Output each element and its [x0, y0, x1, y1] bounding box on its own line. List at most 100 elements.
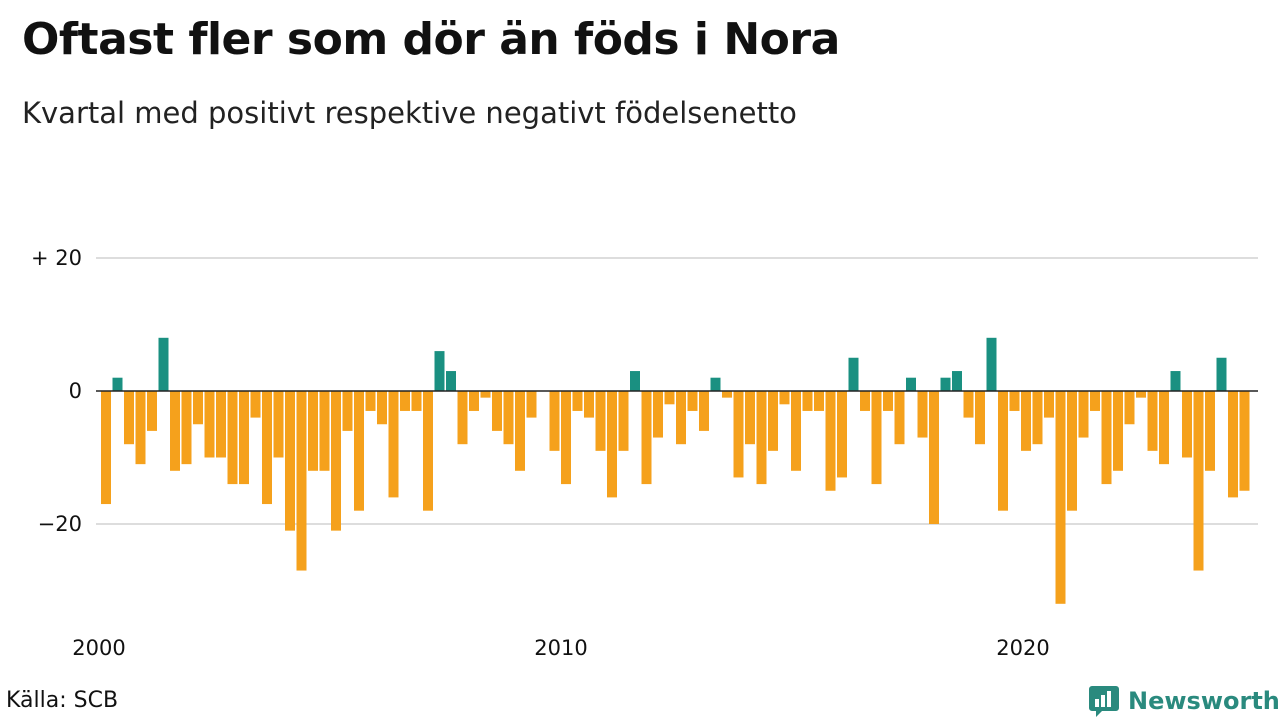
- bar-negative: [975, 391, 985, 445]
- bar-negative: [342, 391, 353, 431]
- bar-negative: [273, 391, 284, 458]
- bar-negative: [503, 391, 514, 445]
- bars-layer: [101, 337, 1250, 604]
- bar-negative: [733, 391, 744, 478]
- bar-negative: [802, 391, 813, 411]
- y-axis-labels: + 20 0 −20: [31, 246, 82, 536]
- bar-negative: [664, 391, 675, 405]
- bar-negative: [331, 391, 341, 531]
- bar-negative: [296, 391, 307, 571]
- bar-negative: [124, 391, 134, 445]
- brand-name: Newsworthy: [1128, 687, 1280, 715]
- bar-negative: [1124, 391, 1135, 425]
- bar-positive: [952, 371, 962, 391]
- bar-negative: [457, 391, 468, 445]
- bar-negative: [1021, 391, 1031, 451]
- bar-negative: [641, 391, 652, 485]
- bar-negative: [722, 391, 732, 398]
- bar-positive: [112, 377, 123, 391]
- bar-negative: [1101, 391, 1112, 485]
- bar-negative: [1159, 391, 1169, 465]
- bar-negative: [515, 391, 525, 471]
- bar-negative: [1182, 391, 1192, 458]
- bar-negative: [308, 391, 318, 471]
- bar-negative: [1205, 391, 1215, 471]
- bar-negative: [1067, 391, 1077, 511]
- bar-negative: [871, 391, 882, 485]
- bar-negative: [411, 391, 422, 411]
- bar-negative: [929, 391, 939, 524]
- bar-negative: [768, 391, 778, 451]
- bar-negative: [584, 391, 594, 418]
- bar-negative: [998, 391, 1008, 511]
- bar-negative: [101, 391, 111, 505]
- bar-negative: [1009, 391, 1020, 411]
- bar-negative: [526, 391, 537, 418]
- bar-positive: [940, 377, 951, 391]
- bar-negative: [607, 391, 617, 498]
- bar-negative: [135, 391, 146, 465]
- bar-negative: [561, 391, 571, 485]
- bar-negative: [963, 391, 974, 418]
- bar-positive: [158, 337, 169, 391]
- bar-negative: [492, 391, 502, 431]
- bar-chart-speech-icon: [1089, 686, 1119, 717]
- bar-negative: [825, 391, 836, 491]
- bar-negative: [1193, 391, 1204, 571]
- bar-positive: [710, 377, 721, 391]
- bar-negative: [837, 391, 847, 478]
- bar-negative: [653, 391, 663, 438]
- x-tick-label: 2010: [534, 636, 587, 660]
- bar-negative: [595, 391, 606, 451]
- bar-negative: [227, 391, 238, 485]
- bar-positive: [906, 377, 916, 391]
- bar-negative: [687, 391, 698, 411]
- bar-negative: [618, 391, 629, 451]
- bar-negative: [365, 391, 376, 411]
- bar-negative: [1136, 391, 1146, 398]
- bar-positive: [434, 351, 445, 391]
- bar-negative: [319, 391, 330, 471]
- bar-negative: [1239, 391, 1250, 491]
- bar-negative: [1044, 391, 1054, 418]
- bar-positive: [446, 371, 456, 391]
- bar-negative: [814, 391, 824, 411]
- source-note: Källa: SCB: [6, 688, 119, 713]
- bar-positive: [1170, 371, 1181, 391]
- bar-negative: [745, 391, 755, 445]
- bar-negative: [388, 391, 399, 498]
- bar-positive: [848, 357, 859, 391]
- bar-negative: [262, 391, 272, 505]
- bar-negative: [1147, 391, 1158, 451]
- bar-positive: [1216, 357, 1227, 391]
- bar-negative: [239, 391, 249, 485]
- x-axis-labels: 2000 2010 2020: [72, 636, 1049, 660]
- bar-negative: [1055, 391, 1066, 604]
- bar-negative: [250, 391, 261, 418]
- bar-negative: [400, 391, 410, 411]
- bar-chart: + 20 0 −20 2000 2010 2020: [31, 246, 1258, 660]
- bar-negative: [469, 391, 479, 411]
- bar-negative: [147, 391, 157, 431]
- bar-negative: [1090, 391, 1100, 411]
- bar-negative: [894, 391, 905, 445]
- y-tick-label: −20: [38, 512, 82, 536]
- bar-negative: [779, 391, 790, 405]
- bar-negative: [756, 391, 767, 485]
- bar-negative: [791, 391, 801, 471]
- y-tick-label: 0: [69, 379, 82, 403]
- bar-negative: [1078, 391, 1089, 438]
- bar-positive: [986, 337, 997, 391]
- x-tick-label: 2000: [72, 636, 125, 660]
- bar-negative: [354, 391, 364, 511]
- bar-negative: [285, 391, 295, 531]
- bar-negative: [170, 391, 180, 471]
- chart-title: Oftast fler som dör än föds i Nora: [22, 14, 840, 65]
- bar-negative: [181, 391, 192, 465]
- chart-subtitle: Kvartal med positivt respektive negativt…: [22, 96, 797, 130]
- bar-negative: [572, 391, 583, 411]
- bar-negative: [883, 391, 893, 411]
- bar-negative: [377, 391, 387, 425]
- bar-negative: [676, 391, 686, 445]
- bar-negative: [216, 391, 226, 458]
